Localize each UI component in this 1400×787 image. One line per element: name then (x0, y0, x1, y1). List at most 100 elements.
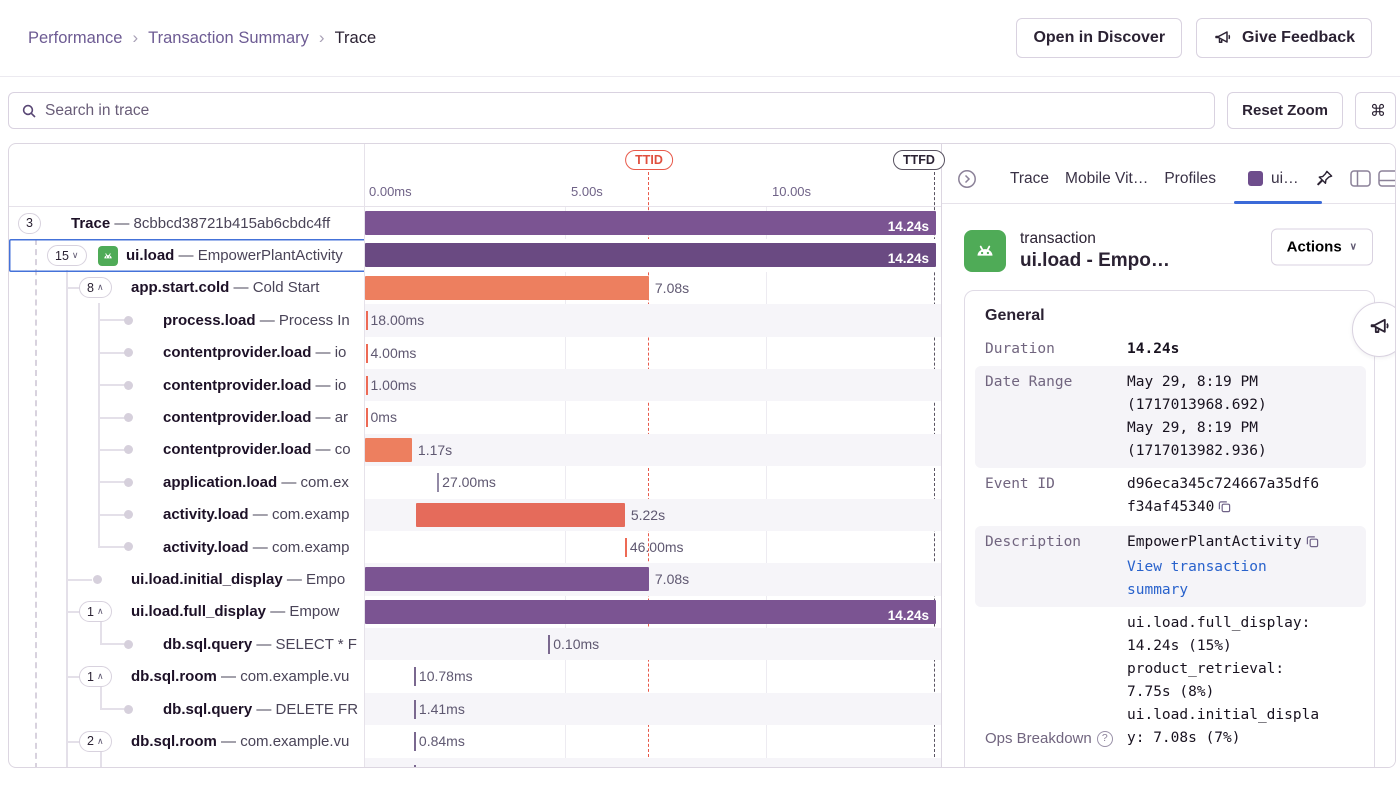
breadcrumb-transaction-summary[interactable]: Transaction Summary (148, 28, 309, 47)
span-tree-cell[interactable]: contentprovider.load — io (9, 336, 365, 369)
span-row[interactable]: contentprovider.load — co 1.17s (9, 433, 941, 467)
span-chart-cell[interactable]: 5.22s (365, 498, 941, 531)
span-chart-cell[interactable]: 0.79 (365, 757, 941, 767)
span-chart-cell[interactable]: 1.00ms (365, 368, 941, 402)
span-chart-cell[interactable]: 27.00ms (365, 466, 941, 498)
span-tree-cell[interactable]: 1 ∧ db.sql.room — com.example.vu (9, 660, 365, 693)
span-row[interactable]: activity.load — com.examp 5.22s (9, 498, 941, 531)
actions-button[interactable]: Actions ∨ (1270, 228, 1373, 266)
span-duration-tick[interactable] (413, 699, 416, 719)
span-chart-cell[interactable]: 18.00ms (365, 304, 941, 337)
span-row[interactable]: 1 ∧ db.sql.room — com.example.vu 10.78ms (9, 660, 941, 693)
span-tree-cell[interactable]: 15 ∨ ui.load — EmpowerPlantActivity (9, 239, 365, 272)
span-duration-tick[interactable] (365, 408, 368, 428)
copy-icon[interactable] (1306, 533, 1319, 556)
span-count-pill[interactable]: 1 ∧ (79, 666, 112, 688)
span-duration-bar[interactable]: 14.24s (365, 599, 936, 624)
span-row[interactable]: application.load — com.ex 27.00ms (9, 466, 941, 499)
span-chart-cell[interactable]: 7.08s (365, 563, 941, 596)
span-row[interactable]: 8 ∧ app.start.cold — Cold Start 7.08s (9, 271, 941, 305)
span-chart-cell[interactable]: 14.24s (365, 207, 941, 239)
shortcuts-button[interactable]: ⌘ (1355, 92, 1396, 129)
span-row[interactable]: 15 ∨ ui.load — EmpowerPlantActivity 14.24s (9, 239, 941, 272)
span-tree-cell[interactable]: 2 ∧ db.sql.room — com.example.vu (9, 725, 365, 758)
span-duration-bar[interactable] (415, 502, 625, 527)
span-row[interactable]: db.sql.query — INSERT OR 0.79 (9, 757, 941, 767)
tab-mobile-vitals[interactable]: Mobile Vit… (1065, 169, 1149, 187)
expand-panel-icon[interactable] (956, 168, 978, 190)
span-chart-cell[interactable]: 1.17s (365, 433, 941, 467)
span-duration-bar[interactable] (365, 275, 649, 300)
span-duration-tick[interactable] (548, 635, 551, 655)
span-row[interactable]: contentprovider.load — io 4.00ms (9, 336, 941, 369)
ttid-badge[interactable]: TTID (625, 150, 673, 170)
span-tree-cell[interactable]: contentprovider.load — io (9, 368, 365, 402)
tab-ui-load-active[interactable]: ui… (1248, 170, 1299, 188)
span-duration-tick[interactable] (413, 667, 416, 687)
open-in-discover-button[interactable]: Open in Discover (1016, 18, 1183, 58)
span-chart-cell[interactable]: 0.10ms (365, 628, 941, 661)
span-tree-cell[interactable]: db.sql.query — INSERT OR (9, 757, 365, 767)
span-row[interactable]: contentprovider.load — ar 0ms (9, 401, 941, 434)
breadcrumb-performance[interactable]: Performance (28, 28, 123, 47)
span-row[interactable]: activity.load — com.examp 46.00ms (9, 530, 941, 564)
span-chart-cell[interactable]: 1.41ms (365, 692, 941, 726)
reset-zoom-button[interactable]: Reset Zoom (1227, 92, 1343, 129)
span-count-pill[interactable]: 1 ∧ (79, 601, 112, 623)
span-row[interactable]: ui.load.initial_display — Empo 7.08s (9, 563, 941, 596)
span-row[interactable]: db.sql.query — SELECT * F 0.10ms (9, 628, 941, 661)
give-feedback-button[interactable]: Give Feedback (1196, 18, 1372, 58)
span-tree-cell[interactable]: activity.load — com.examp (9, 498, 365, 531)
span-duration-tick[interactable] (365, 343, 368, 363)
span-chart-cell[interactable]: 4.00ms (365, 337, 941, 369)
span-duration-tick[interactable] (365, 311, 368, 331)
span-duration-tick[interactable] (365, 375, 368, 395)
layout-sidebar-left-icon[interactable] (1349, 170, 1371, 187)
span-duration-bar[interactable] (365, 437, 412, 462)
span-chart-cell[interactable]: 0ms (365, 401, 941, 433)
view-transaction-summary-link[interactable]: summary (1127, 582, 1189, 598)
view-transaction-summary-link[interactable]: View transaction (1127, 559, 1267, 575)
layout-drawer-bottom-icon[interactable] (1377, 170, 1395, 187)
span-tree-cell[interactable]: process.load — Process In (9, 304, 365, 337)
span-duration-tick[interactable] (413, 764, 416, 767)
span-tree-cell[interactable]: 1 ∧ ui.load.full_display — Empow (9, 595, 365, 629)
span-tree-cell[interactable]: application.load — com.ex (9, 466, 365, 499)
span-duration-tick[interactable] (437, 473, 440, 493)
span-chart-cell[interactable]: 0.84ms (365, 725, 941, 757)
copy-icon[interactable] (1218, 498, 1231, 521)
span-duration-tick[interactable] (624, 537, 627, 557)
span-count-pill[interactable]: 3 (18, 212, 41, 234)
span-duration-bar[interactable]: 14.24s (365, 243, 936, 268)
span-count-pill[interactable]: 15 ∨ (47, 245, 87, 267)
span-chart-cell[interactable]: 14.24s (365, 239, 941, 272)
span-row[interactable]: process.load — Process In 18.00ms (9, 304, 941, 337)
span-tree-cell[interactable]: db.sql.query — DELETE FR (9, 692, 365, 726)
span-chart-cell[interactable]: 7.08s (365, 272, 941, 304)
span-row[interactable]: 1 ∧ ui.load.full_display — Empow 14.24s (9, 595, 941, 629)
span-duration-bar[interactable] (365, 567, 649, 592)
span-chart-cell[interactable]: 14.24s (365, 596, 941, 628)
ttfd-badge[interactable]: TTFD (893, 150, 945, 170)
span-count-pill[interactable]: 2 ∧ (79, 730, 112, 752)
span-duration-bar[interactable]: 14.24s (365, 211, 936, 235)
span-chart-cell[interactable]: 10.78ms (365, 660, 941, 692)
span-tree-cell[interactable]: ui.load.initial_display — Empo (9, 563, 365, 596)
floating-feedback-button[interactable] (1352, 302, 1395, 357)
span-tree-cell[interactable]: contentprovider.load — ar (9, 401, 365, 434)
span-tree-cell[interactable]: activity.load — com.examp (9, 530, 365, 564)
search-input[interactable] (45, 101, 1203, 120)
span-chart-cell[interactable]: 46.00ms (365, 531, 941, 563)
span-row[interactable]: db.sql.query — DELETE FR 1.41ms (9, 692, 941, 726)
span-row[interactable]: 3 Trace — 8cbbcd38721b415ab6cbdc4ff 14.24s (9, 207, 941, 240)
tab-trace[interactable]: Trace (1010, 169, 1050, 187)
span-count-pill[interactable]: 8 ∧ (79, 277, 112, 299)
span-duration-tick[interactable] (413, 732, 416, 752)
tab-profiles[interactable]: Profiles (1164, 169, 1217, 187)
span-tree-cell[interactable]: 8 ∧ app.start.cold — Cold Start (9, 271, 365, 305)
search-box[interactable] (8, 92, 1216, 129)
span-tree-cell[interactable]: contentprovider.load — co (9, 433, 365, 467)
span-tree-cell[interactable]: db.sql.query — SELECT * F (9, 628, 365, 661)
span-row[interactable]: contentprovider.load — io 1.00ms (9, 368, 941, 402)
span-tree-cell[interactable]: 3 Trace — 8cbbcd38721b415ab6cbdc4ff (9, 207, 365, 240)
